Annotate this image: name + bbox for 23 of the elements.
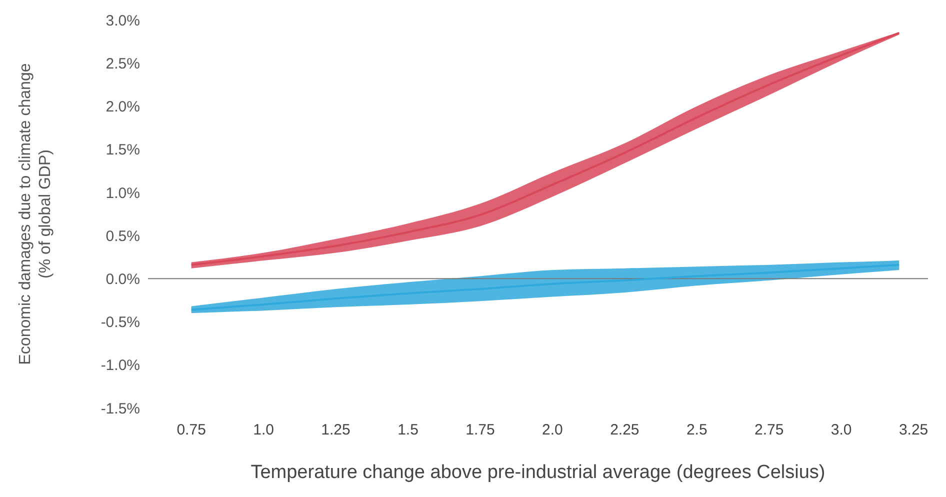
y-tick-label: 3.0%	[106, 12, 140, 30]
x-tick-label: 0.75	[176, 422, 206, 439]
x-tick-label: 2.25	[610, 422, 640, 439]
y-tick-label: 2.0%	[106, 98, 140, 116]
y-tick-label: -0.5%	[100, 314, 140, 332]
y-tick-label: 2.5%	[106, 55, 140, 72]
x-tick-label: 2.75	[754, 422, 784, 439]
y-tick-label: 0.5%	[106, 228, 140, 245]
x-tick-label: 1.0	[253, 422, 274, 439]
y-tick-label: -1.0%	[100, 357, 140, 374]
y-tick-label: 0.0%	[106, 270, 140, 288]
x-axis-title: Temperature change above pre-industrial average (degrees Celsius)	[250, 462, 826, 483]
y-tick-label: 1.0%	[106, 184, 140, 202]
x-tick-label: 1.75	[466, 422, 495, 439]
y-tick-label: 1.5%	[106, 142, 140, 159]
x-tick-label: 1.25	[321, 422, 350, 439]
x-tick-label: 1.5	[398, 422, 418, 439]
y-tick-label: -1.5%	[100, 400, 140, 418]
x-tick-label: 2.0	[542, 422, 563, 439]
x-tick-label: 3.25	[898, 422, 928, 439]
y-axis-title: Economic damages due to climate change (% of global GDP)	[17, 63, 54, 365]
x-tick-label: 3.0	[830, 422, 852, 439]
x-tick-label: 2.5	[686, 422, 708, 439]
